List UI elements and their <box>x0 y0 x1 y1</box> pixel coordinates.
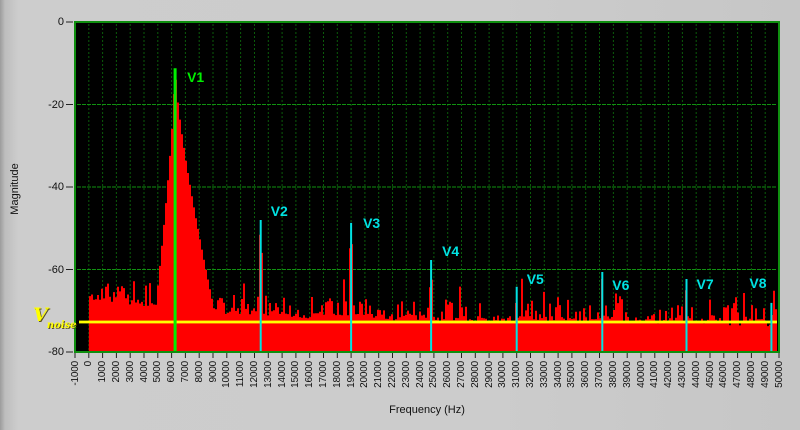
x-tick-label: 9000 <box>207 361 219 383</box>
cursor-label-v7[interactable]: V7 <box>696 276 714 292</box>
x-tick-label: 6000 <box>166 361 178 383</box>
cursor-label-v1[interactable]: V1 <box>187 69 205 86</box>
x-tick-label: 30000 <box>497 361 509 388</box>
noise-label-v: V <box>33 304 48 326</box>
x-tick-label: 3000 <box>124 361 136 383</box>
x-tick-label: 49000 <box>759 361 771 388</box>
x-tick-label: 25000 <box>428 361 440 388</box>
x-tick-label: 42000 <box>663 361 675 388</box>
y-tick-label: -60 <box>48 263 64 276</box>
x-tick-label: 41000 <box>649 361 661 388</box>
x-tick-label: 36000 <box>580 361 592 388</box>
x-tick-label: 24000 <box>414 361 426 388</box>
x-axis-title: Frequency (Hz) <box>389 404 465 416</box>
x-tick-label: 31000 <box>511 361 523 388</box>
noise-level-cursor-label: Vnoise <box>33 304 77 332</box>
x-tick-label: 21000 <box>373 361 385 388</box>
x-tick-label: 50000 <box>773 361 785 388</box>
x-tick-label: 38000 <box>607 361 619 388</box>
x-tick-label: 45000 <box>704 361 716 388</box>
x-tick-label: 28000 <box>469 361 481 388</box>
x-tick-label: 14000 <box>276 361 288 388</box>
cursor-label-v6[interactable]: V6 <box>612 277 630 293</box>
y-tick-label: -40 <box>48 181 64 193</box>
cursor-label-v2[interactable]: V2 <box>270 203 288 219</box>
x-tick-label: 27000 <box>456 361 467 388</box>
y-tick-label: -20 <box>48 98 64 111</box>
x-tick-label: 39000 <box>621 361 633 388</box>
y-tick-label: -80 <box>48 346 64 358</box>
y-tick-label: 0 <box>57 16 64 28</box>
plot-border <box>74 21 780 353</box>
x-tick-label: 8000 <box>193 361 205 383</box>
x-tick-label: 32000 <box>525 361 536 388</box>
x-tick-label: 7000 <box>179 361 191 383</box>
x-tick-label: 12000 <box>249 361 260 388</box>
x-tick-label: 0 <box>83 361 95 367</box>
x-tick-label: 15000 <box>290 361 302 388</box>
x-tick-label: 5000 <box>152 361 164 383</box>
x-tick-label: 29000 <box>483 361 495 388</box>
x-tick-label: 20000 <box>359 361 371 388</box>
x-tick-label: 11000 <box>235 361 247 388</box>
x-tick-label: 13000 <box>262 361 274 388</box>
x-tick-label: 46000 <box>718 361 730 388</box>
x-tick-label: 4000 <box>138 361 150 383</box>
x-tick-label: 1000 <box>97 361 109 383</box>
x-tick-label: 26000 <box>442 361 454 388</box>
x-tick-label: 48000 <box>745 361 757 388</box>
axis-tick-marks <box>66 21 780 358</box>
cursor-label-v8[interactable]: V8 <box>749 274 767 291</box>
x-tick-label: 17000 <box>318 361 329 388</box>
x-tick-label: 47000 <box>732 361 744 388</box>
cursor-label-v4[interactable]: V4 <box>442 243 460 259</box>
noise-level-cursor-line[interactable] <box>79 320 777 324</box>
x-tick-label: 43000 <box>676 361 688 388</box>
cursor-label-v5[interactable]: V5 <box>526 270 544 287</box>
cursor-label-v3[interactable]: V3 <box>363 214 381 231</box>
x-tick-label: 23000 <box>400 361 412 388</box>
x-tick-label: 35000 <box>566 361 578 388</box>
x-tick-label: 34000 <box>552 361 564 388</box>
x-tick-label: -1000 <box>69 361 81 386</box>
x-tick-label: 44000 <box>690 361 702 388</box>
x-tick-label: 18000 <box>331 361 343 388</box>
x-tick-label: 33000 <box>538 361 550 388</box>
x-tick-label: 19000 <box>345 361 357 388</box>
x-tick-label: 22000 <box>387 361 398 388</box>
x-tick-label: 16000 <box>304 361 316 388</box>
noise-label-subscript: noise <box>46 320 77 332</box>
x-tick-label: 37000 <box>594 361 605 388</box>
x-tick-label: 2000 <box>110 361 122 383</box>
x-tick-label: 10000 <box>221 361 233 388</box>
x-tick-label: 40000 <box>635 361 647 388</box>
